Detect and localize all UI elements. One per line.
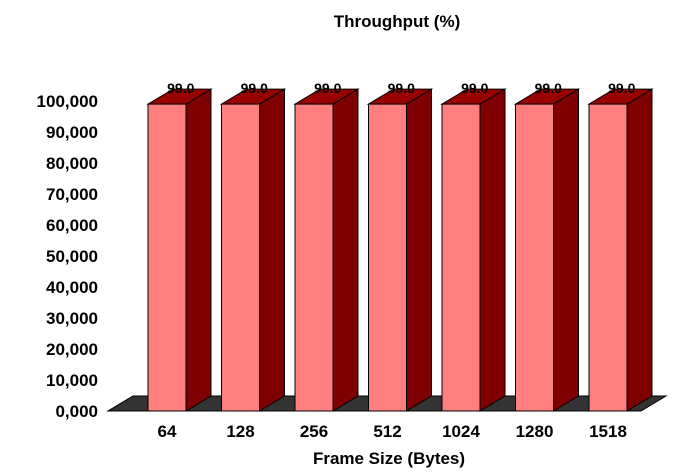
y-tick-label: 30,000 bbox=[46, 309, 98, 328]
data-label: 99.0 bbox=[314, 80, 341, 96]
x-tick-label: 1024 bbox=[442, 422, 480, 441]
data-label: 99.0 bbox=[241, 80, 268, 96]
x-tick-label: 128 bbox=[226, 422, 254, 441]
y-tick-label: 100,000 bbox=[37, 92, 98, 111]
bar-side-face bbox=[406, 88, 432, 412]
bar-64 bbox=[146, 88, 213, 412]
bar-1518 bbox=[587, 88, 654, 412]
y-tick-label: 90,000 bbox=[46, 123, 98, 142]
y-tick-label: 0,000 bbox=[55, 402, 98, 421]
bar-front-face bbox=[368, 103, 407, 412]
y-tick-label: 20,000 bbox=[46, 340, 98, 359]
bar-front-face bbox=[515, 103, 554, 412]
bar-side-face bbox=[553, 88, 579, 412]
data-label: 99.0 bbox=[608, 80, 635, 96]
y-tick-label: 60,000 bbox=[46, 216, 98, 235]
bar-256 bbox=[293, 88, 360, 412]
x-tick-label: 1518 bbox=[589, 422, 627, 441]
bar-front-face bbox=[441, 103, 481, 412]
bar-1024 bbox=[440, 88, 507, 412]
y-tick-label: 70,000 bbox=[46, 185, 98, 204]
bar-side-face bbox=[259, 88, 285, 412]
x-tick-label: 256 bbox=[300, 422, 328, 441]
y-tick-label: 40,000 bbox=[46, 278, 98, 297]
bar-front-face bbox=[588, 103, 628, 412]
bar-front-face bbox=[294, 103, 334, 412]
bar-side-face bbox=[185, 88, 212, 412]
data-label: 99.0 bbox=[167, 80, 194, 96]
bar-128 bbox=[219, 88, 287, 412]
x-tick-label: 64 bbox=[158, 422, 177, 441]
chart-title: Throughput (%) bbox=[334, 12, 461, 31]
y-tick-label: 80,000 bbox=[46, 154, 98, 173]
bar-side-face bbox=[332, 88, 359, 412]
x-tick-label: 512 bbox=[373, 422, 401, 441]
x-axis-title: Frame Size (Bytes) bbox=[313, 449, 465, 468]
bar-1280 bbox=[513, 88, 581, 412]
bar-front-face bbox=[221, 103, 260, 412]
y-tick-label: 50,000 bbox=[46, 247, 98, 266]
bar-side-face bbox=[479, 88, 506, 412]
bar-side-face bbox=[626, 88, 653, 412]
x-tick-label: 1280 bbox=[516, 422, 554, 441]
y-tick-label: 10,000 bbox=[46, 371, 98, 390]
bar-512 bbox=[366, 88, 434, 412]
data-label: 99.0 bbox=[535, 80, 562, 96]
data-label: 99.0 bbox=[388, 80, 415, 96]
data-label: 99.0 bbox=[461, 80, 488, 96]
bar-front-face bbox=[147, 103, 187, 412]
